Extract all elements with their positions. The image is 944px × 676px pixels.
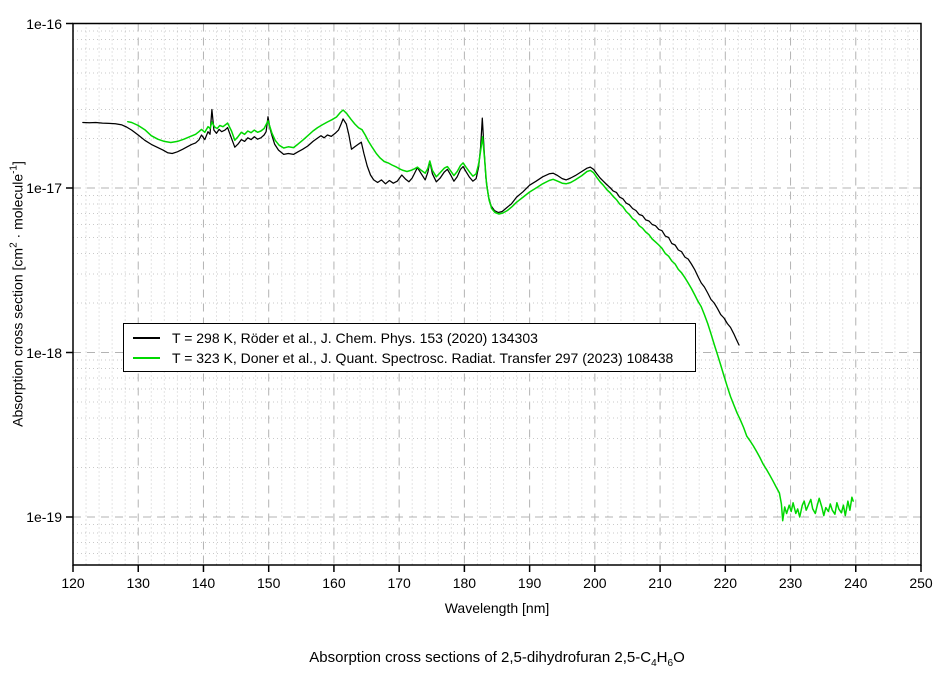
x-tick-label: 190 — [517, 575, 542, 591]
x-tick-label: 200 — [583, 575, 607, 591]
x-tick-label: 220 — [713, 575, 737, 591]
figure-title-sub-4: 4 — [651, 658, 657, 669]
legend-label-298K: T = 298 K, Röder et al., J. Chem. Phys. … — [172, 330, 538, 346]
y-axis-label-sup-2: 2 — [8, 242, 20, 248]
x-tick-label: 150 — [257, 575, 281, 591]
x-tick-label: 130 — [126, 575, 150, 591]
y-tick-label: 1e-17 — [26, 180, 62, 196]
legend-label-323K: T = 323 K, Doner et al., J. Quant. Spect… — [172, 350, 674, 366]
y-axis-label-end: ] — [9, 161, 26, 165]
x-tick-label: 240 — [844, 575, 868, 591]
y-tick-label: 1e-16 — [26, 15, 62, 32]
x-axis-label: Wavelength [nm] — [444, 600, 550, 616]
x-tick-label: 140 — [191, 575, 216, 591]
series-line-323K — [127, 109, 854, 522]
x-tick-label: 210 — [648, 575, 672, 591]
figure-title-text: Absorption cross sections of 2,5-dihydro… — [309, 649, 652, 666]
y-axis-label: Absorption cross section [cm2 · molecule… — [9, 161, 26, 427]
figure-title-sub-6: 6 — [667, 658, 674, 669]
x-tick-label: 120 — [61, 575, 85, 591]
legend-item-323K: T = 323 K, Doner et al., J. Quant. Spect… — [133, 348, 695, 368]
legend-line-sample-green — [133, 357, 160, 359]
legend: T = 298 K, Röder et al., J. Chem. Phys. … — [123, 323, 696, 372]
x-tick-label: 180 — [452, 575, 477, 591]
x-tick-label: 230 — [778, 575, 803, 591]
y-axis-label-sup-minus1: -1 — [8, 164, 20, 174]
y-tick-label: 1e-18 — [26, 344, 62, 361]
series-line-298K — [82, 108, 740, 346]
plot-frame — [72, 22, 922, 566]
legend-item-298K: T = 298 K, Röder et al., J. Chem. Phys. … — [133, 328, 695, 348]
y-tick-label: 1e-19 — [26, 509, 62, 525]
figure-title-end: O — [673, 649, 685, 666]
x-tick-label: 160 — [322, 575, 346, 591]
x-tick-label: 250 — [909, 575, 933, 591]
legend-line-sample-black — [133, 337, 160, 339]
y-axis-label-text: Absorption cross section [cm — [9, 247, 26, 427]
x-tick-label: 170 — [387, 575, 411, 591]
figure-title-mid: H — [656, 649, 668, 666]
figure-title: Absorption cross sections of 2,5-dihydro… — [309, 649, 684, 669]
